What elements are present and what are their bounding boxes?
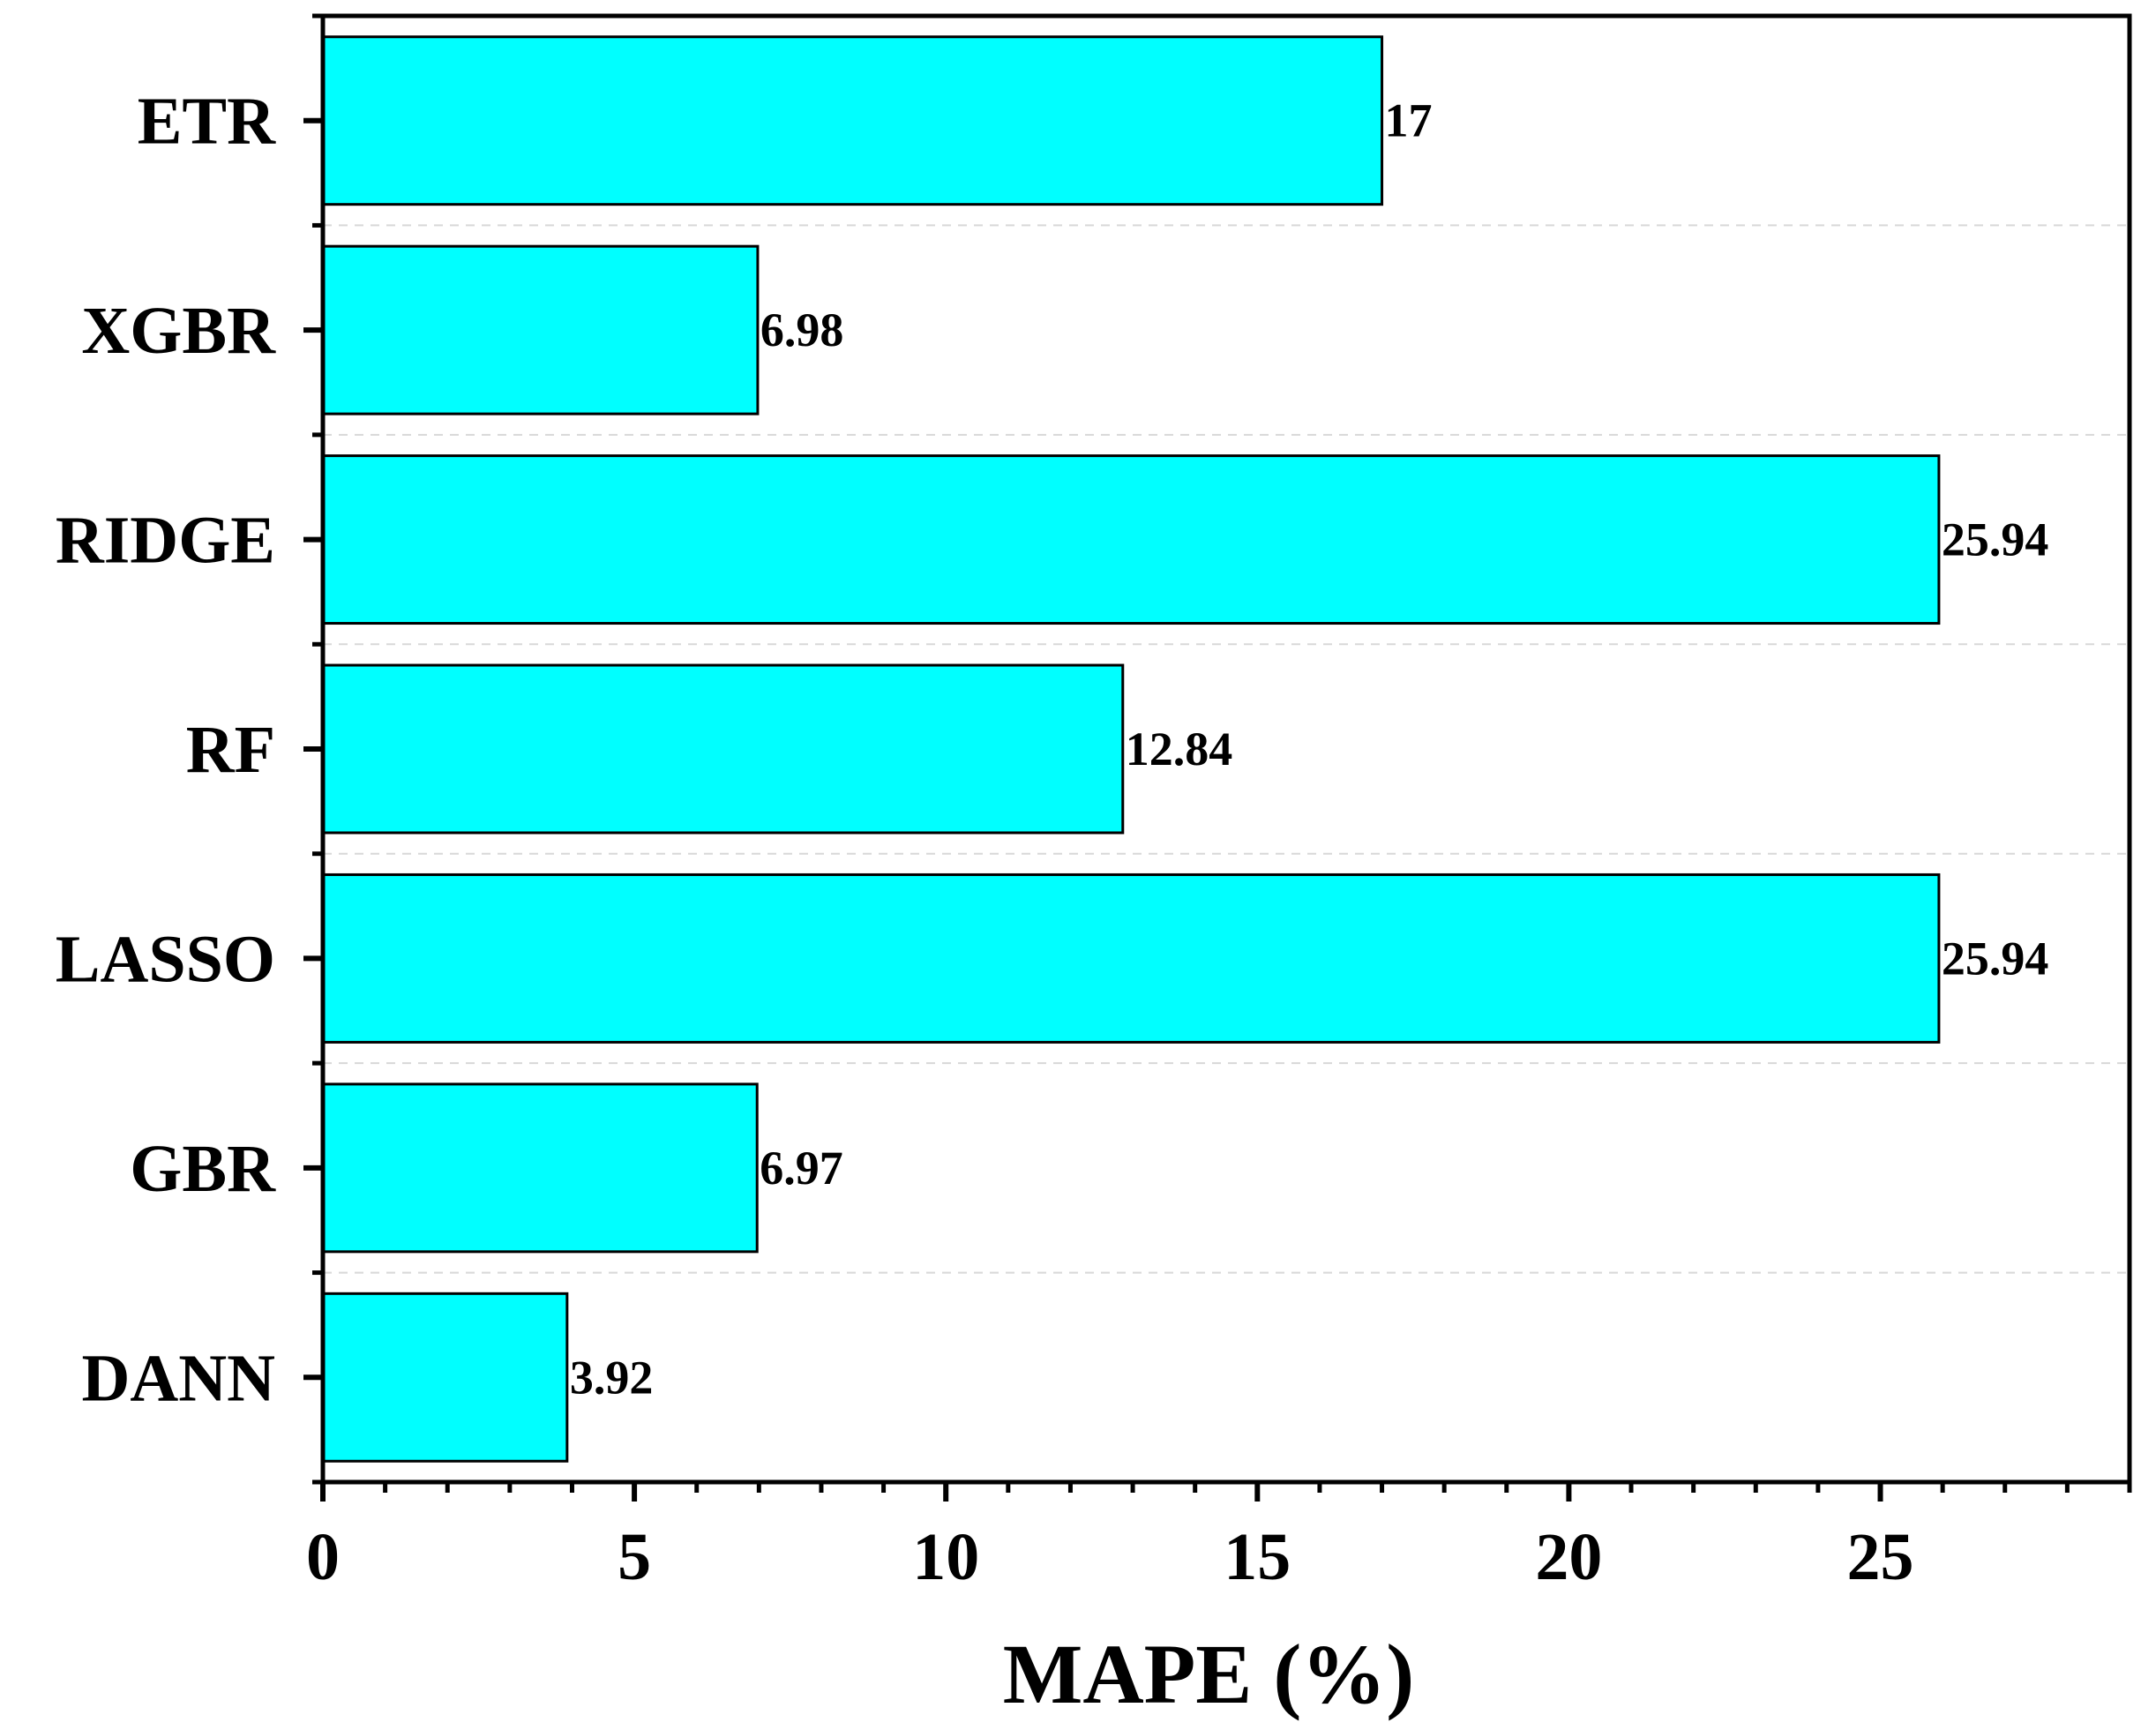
bar-gbr bbox=[321, 1082, 759, 1254]
x-tick-label: 20 bbox=[1535, 1520, 1602, 1594]
x-tick-label: 25 bbox=[1847, 1520, 1914, 1594]
value-label-etr: 17 bbox=[1385, 94, 1433, 147]
value-label-ridge: 25.94 bbox=[1942, 513, 2049, 566]
bar-etr bbox=[321, 35, 1384, 206]
bar-xgbr bbox=[321, 244, 760, 416]
value-label-gbr: 6.97 bbox=[760, 1142, 843, 1195]
value-label-rf: 12.84 bbox=[1126, 723, 1233, 775]
category-label-dann: DANN bbox=[81, 1341, 275, 1415]
value-label-xgbr: 6.98 bbox=[760, 303, 844, 356]
x-axis: 0 5 10 15 20 25 bbox=[306, 1482, 2132, 1594]
category-label-lasso: LASSO bbox=[56, 922, 275, 996]
category-label-ridge: RIDGE bbox=[56, 504, 275, 578]
bar-lasso bbox=[321, 872, 1941, 1044]
bar-rf bbox=[321, 663, 1125, 835]
x-axis-title: MAPE (%) bbox=[1003, 1627, 1415, 1721]
x-tick-label: 0 bbox=[306, 1520, 340, 1594]
y-axis: ETR XGBR RIDGE RF LASSO GBR DANN bbox=[56, 13, 323, 1485]
x-tick-label: 15 bbox=[1224, 1520, 1291, 1594]
value-labels-layer: 17 6.98 25.94 12.84 25.94 6.97 3.92 bbox=[570, 94, 2049, 1404]
bar-dann bbox=[321, 1292, 569, 1463]
category-label-etr: ETR bbox=[138, 85, 276, 159]
value-label-dann: 3.92 bbox=[570, 1351, 654, 1404]
x-tick-label: 10 bbox=[912, 1520, 979, 1594]
category-label-gbr: GBR bbox=[130, 1132, 276, 1206]
bar-ridge bbox=[321, 454, 1941, 625]
x-tick-label: 5 bbox=[618, 1520, 651, 1594]
value-label-lasso: 25.94 bbox=[1942, 932, 2049, 985]
bars-layer bbox=[321, 35, 1941, 1463]
category-label-xgbr: XGBR bbox=[81, 294, 276, 368]
category-label-rf: RF bbox=[186, 713, 275, 787]
